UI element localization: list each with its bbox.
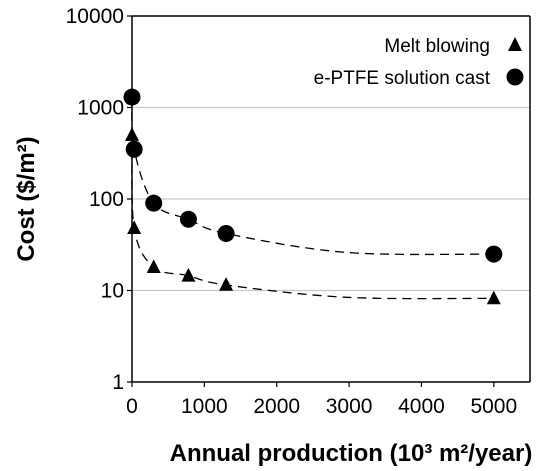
y-axis-title: Cost ($/m²) <box>13 136 40 261</box>
point-0-2 <box>146 259 161 273</box>
x-tick-label-2000: 2000 <box>253 395 300 418</box>
x-tick-label-1000: 1000 <box>181 395 228 418</box>
point-0-4 <box>219 277 234 291</box>
point-0-0 <box>125 127 139 141</box>
point-0-1 <box>127 220 142 235</box>
trend-lines <box>131 97 494 300</box>
gridlines <box>132 15 530 292</box>
point-1-3 <box>179 210 197 228</box>
trend-line-1 <box>131 97 494 256</box>
legend-label-1: e-PTFE solution cast <box>314 68 491 89</box>
point-1-5 <box>485 245 503 263</box>
y-tick-label-100: 100 <box>89 188 124 211</box>
legend: Melt blowing e-PTFE solution cast <box>314 36 524 89</box>
tick-labels: 1 10 100 1000 10000 0 1000 2000 3000 4000 5000 <box>66 5 518 418</box>
x-tick-label-5000: 5000 <box>470 395 517 418</box>
x-tick-label-0: 0 <box>126 395 138 418</box>
y-tick-label-10000: 10000 <box>66 5 124 28</box>
y-tick-label-10: 10 <box>101 280 124 303</box>
legend-label-0: Melt blowing <box>384 36 490 57</box>
point-1-4 <box>217 224 235 242</box>
point-0-3 <box>181 267 196 282</box>
x-axis-title: Annual production (10³ m²/year) <box>170 440 533 467</box>
point-1-0 <box>123 88 141 106</box>
legend-marker-0 <box>508 37 522 51</box>
point-1-1 <box>125 140 143 158</box>
y-tick-label-1000: 1000 <box>77 97 124 120</box>
legend-marker-1 <box>506 68 524 86</box>
y-tick-label-1: 1 <box>112 371 124 394</box>
x-tick-label-3000: 3000 <box>326 395 373 418</box>
x-tick-label-4000: 4000 <box>398 395 445 418</box>
data-markers <box>123 88 503 305</box>
point-0-5 <box>486 290 501 305</box>
point-1-2 <box>145 194 163 212</box>
